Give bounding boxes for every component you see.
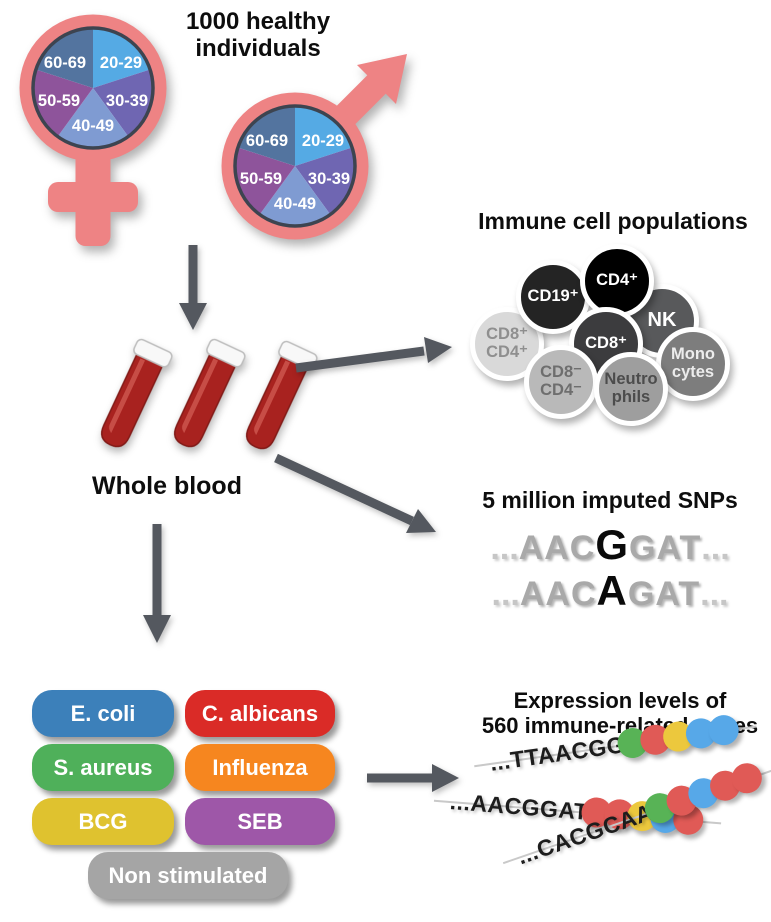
pie-slice [35,28,93,88]
male-pie-border [233,104,357,228]
cell-circle-cd4: CD4⁺ [580,244,654,318]
pie-slice [93,69,153,137]
snp-post-dots: ... [701,529,730,567]
cell-circle-monocytes: Mono cytes [656,327,730,401]
immune-cells-heading: Immune cell populations [478,208,748,234]
snp-sequences: ...AACGGAT... ...AACAGAT... [450,522,770,614]
cell-circle-cd19: CD19⁺ [516,260,590,334]
stimulus-pill-bcg: BCG [32,798,174,845]
male-arrow-head [357,54,407,104]
stimulus-pill-calbicans: C. albicans [185,690,335,737]
snp-pre-dots: ... [490,529,519,567]
pie-slice [33,69,93,137]
pie-slice [295,147,355,215]
snp-post-dots: ... [700,575,729,613]
arrow-blood-to-cells [295,337,452,373]
pie-label: 30-39 [308,170,350,188]
snp-right-bases: GAT [629,529,702,567]
pie-label: 60-69 [246,132,288,150]
cell-circle-neutrophils: Neutro phils [594,352,668,426]
pie-label: 40-49 [274,195,316,213]
stimulus-pill-nonstimulated: Non stimulated [88,852,288,899]
expression-heading-line1: Expression levels of [513,688,727,713]
stimulus-pill-seb: SEB [185,798,335,845]
snp-variant-base: G [595,521,630,568]
snp-right-bases: GAT [627,575,701,613]
snp-pre-dots: ... [491,575,520,613]
female-cross-bar [48,182,138,212]
male-symbol-icon: 20-29 30-39 40-49 50-59 60-69 [221,54,407,240]
cell-circle-cd8neg-cd4neg: CD8⁻ CD4⁻ [524,345,598,419]
pie-label: 30-39 [106,92,148,110]
pie-label: 40-49 [72,117,114,135]
whole-blood-label: Whole blood [92,472,242,500]
blood-tubes-icon [100,338,318,450]
pie-slice [237,106,295,166]
pie-slice [93,28,151,88]
pie-label: 50-59 [240,170,282,188]
pie-label: 50-59 [38,92,80,110]
snp-left-bases: AAC [518,529,596,567]
arrow-blood-to-snps [274,453,436,533]
pie-label: 60-69 [44,54,86,72]
female-pie-border [31,26,155,150]
age-pie-male: 20-29 30-39 40-49 50-59 60-69 [235,106,355,227]
blood-tube [173,338,246,448]
snps-heading: 5 million imputed SNPs [482,487,738,513]
blood-tube [245,340,318,450]
stimulus-pill-saureus: S. aureus [32,744,174,791]
snp-sequence-row: ...AACGGAT... [450,522,770,568]
age-pie-female: 20-29 30-39 40-49 50-59 60-69 [33,28,153,149]
snp-left-bases: AAC [519,575,597,613]
pie-slice [57,88,129,149]
pie-slice [295,106,353,166]
arrow-individuals-to-blood [179,245,207,330]
stimulus-pill-ecoli: E. coli [32,690,174,737]
arrow-stimulations-to-expression [367,764,459,792]
snp-variant-base: A [596,567,628,614]
arrow-blood-to-stimulations [143,524,171,643]
stimulus-pill-influenza: Influenza [185,744,335,791]
pie-label: 20-29 [302,132,344,150]
cohort-title: 1000 healthy individuals [185,8,331,62]
blood-tube [100,338,173,448]
snp-sequence-row: ...AACAGAT... [450,568,770,614]
pie-slice [259,166,331,227]
pie-slice [235,147,295,215]
female-symbol-icon: 20-29 30-39 40-49 50-59 60-69 [19,14,167,246]
pie-label: 20-29 [100,54,142,72]
